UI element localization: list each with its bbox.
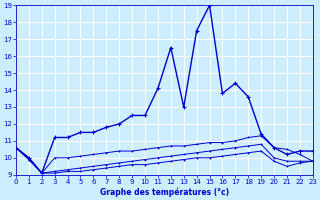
X-axis label: Graphe des températures (°c): Graphe des températures (°c): [100, 188, 229, 197]
